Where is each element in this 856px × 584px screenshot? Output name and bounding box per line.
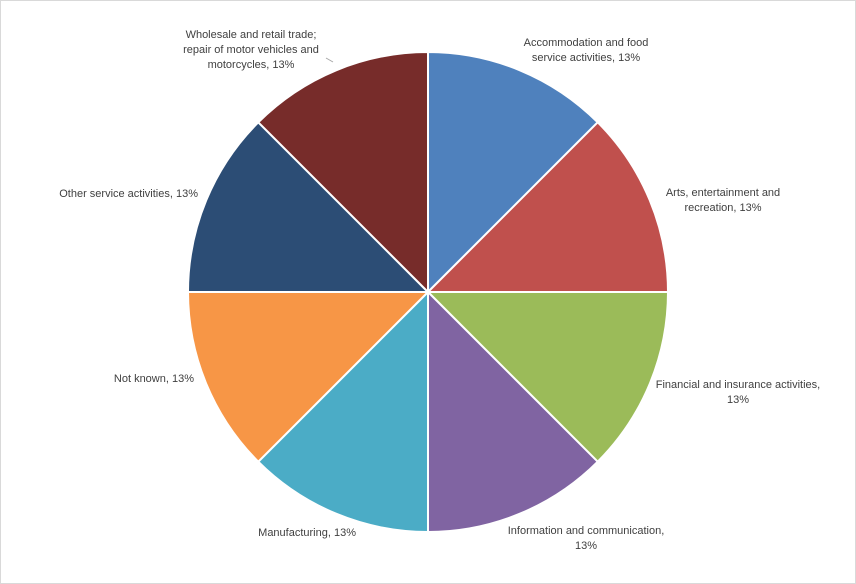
- pie-slice-5: [186, 291, 431, 464]
- label-wholesale: Wholesale and retail trade; repair of mo…: [183, 29, 319, 71]
- label-manufacturing: Manufacturing, 13%: [258, 527, 356, 539]
- pie-slice-7: [256, 50, 429, 295]
- label-other-service: Other service activities, 13%: [59, 188, 198, 200]
- label-financial: Financial and insurance activities, 13%: [655, 379, 821, 406]
- pie-slice-4: [256, 289, 429, 534]
- pie-slice-2: [425, 291, 670, 464]
- pie-slice-0: [427, 50, 600, 295]
- pie-slice-1: [425, 120, 670, 293]
- pie-slice-6: [186, 120, 431, 293]
- label-not-known: Not known, 13%: [113, 373, 194, 385]
- label-information: Information and communication, 13%: [507, 525, 665, 552]
- label-accommodation: Accommodation and food service activitie…: [523, 37, 649, 64]
- pie-slice-3: [427, 289, 600, 534]
- label-arts: Arts, entertainment and recreation, 13%: [665, 187, 781, 214]
- leader-line-wholesale: [325, 57, 334, 63]
